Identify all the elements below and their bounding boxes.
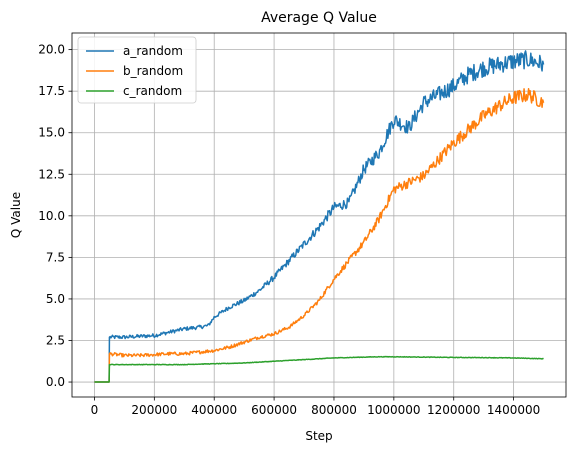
x-tick-label: 0	[91, 403, 99, 417]
legend-label: c_random	[123, 84, 182, 98]
ticks: 0 200000 400000 600000 800000 1000000 1200000 1…	[38, 43, 540, 417]
legend: a_random b_random c_random	[77, 36, 197, 104]
axes-frame	[71, 32, 567, 398]
x-tick-label: 800000	[311, 403, 357, 417]
legend-label: b_random	[123, 64, 183, 78]
legend-label: a_random	[123, 44, 183, 58]
chart-title: Average Q Value	[261, 10, 377, 26]
y-tick-label: 5.0	[46, 292, 65, 306]
x-axis-label: Step	[305, 429, 332, 443]
x-tick-label: 400000	[191, 403, 237, 417]
y-tick-label: 7.5	[46, 250, 65, 264]
series-line-b-random	[94, 87, 545, 383]
y-axis-label: Q Value	[9, 192, 23, 238]
y-tick-label: 2.5	[46, 333, 65, 347]
series-line-c-random	[94, 355, 544, 383]
y-tick-label: 10.0	[38, 209, 65, 223]
x-tick-label: 1400000	[487, 403, 540, 417]
series-layer	[94, 50, 545, 383]
y-tick-label: 20.0	[38, 43, 65, 57]
x-tick-label: 1200000	[427, 403, 480, 417]
legend-box	[77, 36, 197, 104]
y-tick-label: 12.5	[38, 167, 65, 181]
y-tick-label: 15.0	[38, 126, 65, 140]
y-tick-label: 17.5	[38, 84, 65, 98]
x-tick-label: 200000	[131, 403, 177, 417]
x-tick-label: 1000000	[367, 403, 420, 417]
series-line-a-random	[94, 50, 545, 383]
x-tick-label: 600000	[251, 403, 297, 417]
y-tick-label: 0.0	[46, 375, 65, 389]
